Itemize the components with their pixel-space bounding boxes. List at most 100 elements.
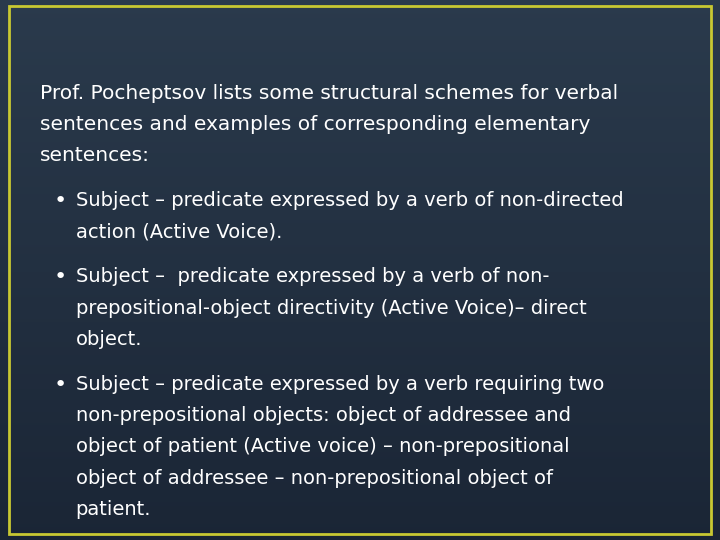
Bar <box>0 293 720 295</box>
Bar <box>0 182 720 184</box>
Bar <box>0 90 720 92</box>
Bar <box>0 434 720 436</box>
Bar <box>0 113 720 115</box>
Bar <box>0 56 720 58</box>
Bar <box>0 360 720 362</box>
Bar <box>0 16 720 18</box>
Bar <box>0 92 720 93</box>
Bar <box>0 313 720 315</box>
Bar <box>0 45 720 47</box>
Bar <box>0 412 720 414</box>
Bar <box>0 205 720 207</box>
Bar <box>0 464 720 466</box>
Bar <box>0 250 720 252</box>
Bar <box>0 317 720 319</box>
Bar <box>0 207 720 209</box>
Bar <box>0 130 720 131</box>
Bar <box>0 59 720 61</box>
Bar <box>0 355 720 356</box>
Bar <box>0 191 720 193</box>
Bar <box>0 328 720 329</box>
Text: Subject – predicate expressed by a verb of non-directed: Subject – predicate expressed by a verb … <box>76 191 624 210</box>
Bar <box>0 142 720 144</box>
Bar <box>0 52 720 54</box>
Bar <box>0 189 720 191</box>
Bar <box>0 193 720 194</box>
Bar <box>0 232 720 234</box>
Bar <box>0 533 720 535</box>
Bar <box>0 455 720 457</box>
Bar <box>0 151 720 153</box>
Bar <box>0 479 720 481</box>
Bar <box>0 223 720 225</box>
Bar <box>0 120 720 123</box>
Bar <box>0 513 720 515</box>
Bar <box>0 288 720 290</box>
Bar <box>0 468 720 470</box>
Bar <box>0 160 720 162</box>
Bar <box>0 58 720 59</box>
Bar <box>0 216 720 218</box>
Bar <box>0 403 720 405</box>
Bar <box>0 254 720 255</box>
Text: object of patient (Active voice) – non-prepositional: object of patient (Active voice) – non-p… <box>76 437 570 456</box>
Bar <box>0 441 720 443</box>
Bar <box>0 164 720 166</box>
Bar <box>0 7 720 9</box>
Bar <box>0 504 720 506</box>
Bar <box>0 103 720 104</box>
Bar <box>0 295 720 297</box>
Bar <box>0 517 720 518</box>
Bar <box>0 301 720 302</box>
Bar <box>0 201 720 204</box>
Bar <box>0 279 720 281</box>
Bar <box>0 482 720 484</box>
Bar <box>0 61 720 63</box>
Bar <box>0 2 720 4</box>
Bar <box>0 212 720 214</box>
Bar <box>0 221 720 223</box>
Bar <box>0 128 720 130</box>
Bar <box>0 515 720 517</box>
Bar <box>0 308 720 309</box>
Bar <box>0 18 720 20</box>
Bar <box>0 184 720 185</box>
Bar <box>0 69 720 70</box>
Bar <box>0 490 720 491</box>
Bar <box>0 115 720 117</box>
Bar <box>0 36 720 38</box>
Bar <box>0 382 720 383</box>
Bar <box>0 166 720 167</box>
Bar <box>0 124 720 126</box>
Bar <box>0 336 720 339</box>
Bar <box>0 180 720 182</box>
Bar <box>0 227 720 228</box>
Bar <box>0 266 720 268</box>
Bar <box>0 454 720 455</box>
Bar <box>0 66 720 69</box>
Text: sentences:: sentences: <box>40 146 150 165</box>
Bar <box>0 531 720 533</box>
Bar <box>0 443 720 444</box>
Text: Subject – predicate expressed by a verb requiring two: Subject – predicate expressed by a verb … <box>76 375 604 394</box>
Bar <box>0 270 720 272</box>
Bar <box>0 416 720 417</box>
Bar <box>0 470 720 471</box>
Bar <box>0 177 720 178</box>
Bar <box>0 414 720 416</box>
Bar <box>0 398 720 400</box>
Bar <box>0 198 720 200</box>
Bar <box>0 77 720 79</box>
Bar <box>0 457 720 459</box>
Bar <box>0 31 720 32</box>
Bar <box>0 131 720 133</box>
Bar <box>0 106 720 108</box>
Bar <box>0 409 720 410</box>
Bar <box>0 329 720 331</box>
Bar <box>0 27 720 29</box>
Bar <box>0 5 720 7</box>
Bar <box>0 258 720 259</box>
Bar <box>0 101 720 103</box>
Bar <box>0 263 720 265</box>
Bar <box>0 428 720 430</box>
